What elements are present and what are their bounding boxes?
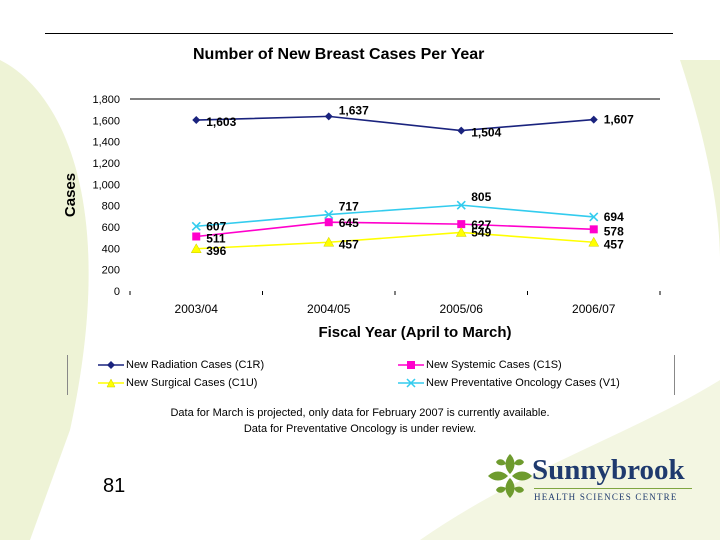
data-point-preventative bbox=[589, 212, 599, 222]
legend-x-marker-icon bbox=[398, 378, 424, 388]
data-point-preventative bbox=[191, 221, 201, 231]
data-label-radiation: 1,504 bbox=[471, 126, 501, 140]
legend-item-surgical: New Surgical Cases (C1U) bbox=[98, 377, 257, 389]
data-label-preventative: 717 bbox=[339, 200, 359, 214]
y-tick-label: 1,600 bbox=[92, 115, 120, 127]
y-tick-label: 1,000 bbox=[92, 179, 120, 191]
logo-rule bbox=[534, 488, 692, 489]
data-label-preventative: 805 bbox=[471, 190, 491, 204]
x-tick-label: 2003/04 bbox=[175, 302, 219, 316]
data-point-systemic bbox=[324, 218, 333, 227]
chart-legend: New Radiation Cases (C1R) New Systemic C… bbox=[67, 355, 675, 395]
data-label-systemic: 645 bbox=[339, 216, 359, 230]
data-label-radiation: 1,603 bbox=[206, 115, 236, 129]
y-tick-label: 800 bbox=[102, 201, 120, 213]
x-tick-label: 2005/06 bbox=[440, 302, 484, 316]
data-label-systemic: 627 bbox=[471, 218, 491, 232]
y-tick-label: 1,800 bbox=[92, 94, 120, 106]
data-point-preventative bbox=[456, 200, 466, 210]
page-number: 81 bbox=[103, 475, 126, 497]
data-label-preventative: 694 bbox=[604, 210, 624, 224]
data-label-radiation: 1,607 bbox=[604, 113, 634, 127]
legend-item-radiation: New Radiation Cases (C1R) bbox=[98, 359, 264, 371]
series-line-radiation bbox=[196, 115, 594, 132]
y-tick-label: 1,400 bbox=[92, 137, 120, 149]
legend-label-radiation: New Radiation Cases (C1R) bbox=[126, 359, 265, 371]
data-label-surgical: 457 bbox=[604, 237, 624, 251]
note-review: Data for Preventative Oncology is under … bbox=[243, 423, 477, 435]
data-label-systemic: 511 bbox=[206, 231, 226, 245]
y-axis-title: Cases bbox=[62, 173, 79, 217]
y-tick-label: 400 bbox=[102, 243, 120, 255]
data-label-radiation: 1,637 bbox=[339, 103, 369, 117]
series-line-preventative bbox=[196, 204, 594, 228]
line-chart: 0 200 400 600 800 1,000 1,200 1,400 1,600 1,800 20… bbox=[62, 94, 661, 341]
y-tick-label: 200 bbox=[102, 265, 120, 277]
legend-label-preventative: New Preventative Oncology Cases (V1) bbox=[426, 377, 620, 389]
chart-title: Number of New Breast Cases Per Year bbox=[193, 46, 485, 63]
data-point-radiation bbox=[324, 112, 333, 121]
data-point-surgical bbox=[455, 226, 467, 237]
data-label-systemic: 578 bbox=[604, 224, 624, 238]
series-line-surgical bbox=[196, 231, 594, 250]
data-point-radiation bbox=[192, 116, 201, 125]
legend-item-preventative: New Preventative Oncology Cases (V1) bbox=[398, 377, 620, 389]
data-label-surgical: 457 bbox=[339, 237, 359, 251]
data-point-surgical bbox=[190, 243, 202, 254]
legend-item-systemic: New Systemic Cases (C1S) bbox=[398, 359, 562, 371]
data-point-systemic bbox=[589, 225, 598, 234]
legend-diamond-marker-icon bbox=[98, 361, 124, 369]
x-tick-label: 2006/07 bbox=[572, 302, 616, 316]
y-tick-label: 600 bbox=[102, 222, 120, 234]
leaf-cross-icon bbox=[488, 454, 532, 498]
legend-label-surgical: New Surgical Cases (C1U) bbox=[126, 377, 258, 389]
logo-name: Sunnybrook bbox=[532, 454, 685, 486]
x-axis-title: Fiscal Year (April to March) bbox=[318, 324, 511, 341]
sunnybrook-logo: Sunnybrook HEALTH SCIENCES CENTRE bbox=[488, 452, 698, 512]
data-label-surgical: 396 bbox=[206, 244, 226, 258]
y-tick-label: 1,200 bbox=[92, 158, 120, 170]
logo-subtitle: HEALTH SCIENCES CENTRE bbox=[534, 492, 678, 502]
data-point-preventative bbox=[324, 209, 334, 220]
data-point-surgical bbox=[588, 236, 600, 247]
series-line-systemic bbox=[196, 221, 594, 238]
x-tick-label: 2004/05 bbox=[307, 302, 351, 316]
data-label-preventative: 607 bbox=[206, 219, 226, 233]
legend-label-systemic: New Systemic Cases (C1S) bbox=[426, 359, 562, 371]
top-rule bbox=[45, 33, 673, 34]
data-point-radiation bbox=[457, 126, 466, 135]
y-tick-label: 0 bbox=[114, 286, 120, 298]
data-point-surgical bbox=[323, 236, 335, 247]
legend-triangle-marker-icon bbox=[98, 378, 124, 388]
data-label-surgical: 549 bbox=[471, 225, 491, 239]
data-point-systemic bbox=[192, 232, 201, 241]
legend-square-marker-icon bbox=[398, 361, 424, 369]
data-point-systemic bbox=[457, 220, 466, 229]
note-projection: Data for March is projected, only data f… bbox=[170, 407, 550, 419]
data-point-radiation bbox=[589, 115, 598, 124]
